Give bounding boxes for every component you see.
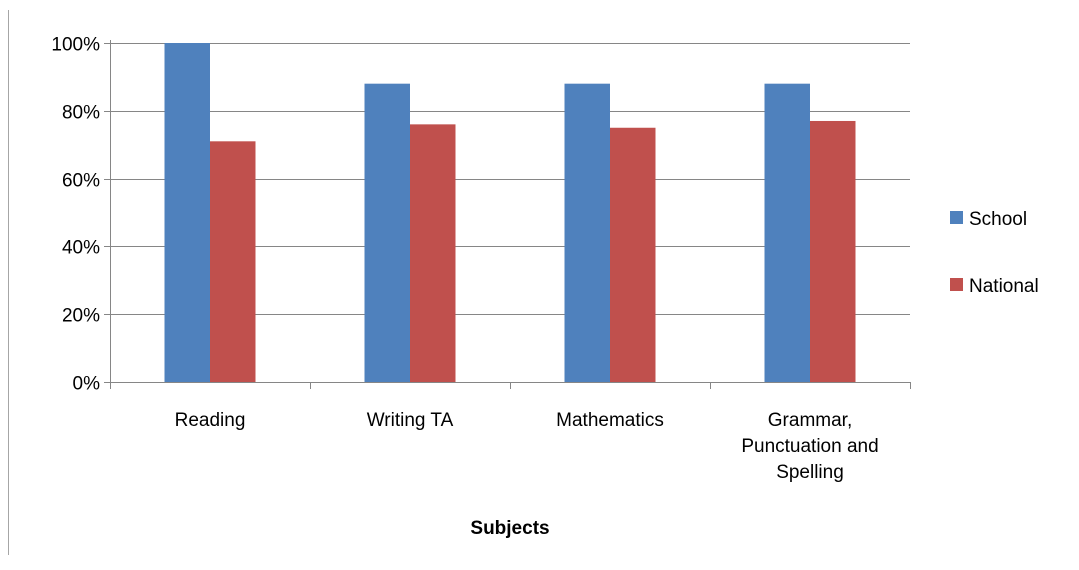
bar-school-1 xyxy=(364,83,410,383)
bar-school-0 xyxy=(164,43,210,382)
x-tick-label: Reading xyxy=(175,410,246,431)
y-tick-label: 40% xyxy=(62,238,100,259)
x-tick-label: Writing TA xyxy=(367,410,454,431)
y-tick-label: 60% xyxy=(62,171,100,192)
x-tick-label: Grammar, xyxy=(768,410,852,431)
bar-school-3 xyxy=(764,83,810,383)
bar-national-3 xyxy=(810,120,856,382)
bars xyxy=(164,43,856,383)
y-tick-label: 80% xyxy=(62,103,100,124)
bar-national-1 xyxy=(410,124,456,383)
x-tick-label: Punctuation and xyxy=(741,436,878,457)
legend: School National xyxy=(950,209,1039,297)
x-tick-label: Mathematics xyxy=(556,410,664,431)
y-tick-label: 0% xyxy=(73,374,101,395)
legend-swatch-school xyxy=(950,211,963,224)
y-tick-label: 20% xyxy=(62,306,100,327)
bar-school-2 xyxy=(564,83,610,383)
legend-label-national: National xyxy=(969,276,1039,297)
legend-swatch-national xyxy=(950,278,963,291)
bar-national-2 xyxy=(610,127,656,382)
y-tick-label: 100% xyxy=(51,35,100,56)
legend-label-school: School xyxy=(969,209,1027,230)
axes xyxy=(104,40,911,389)
bar-national-0 xyxy=(210,141,256,382)
x-axis-title: Subjects xyxy=(470,518,549,539)
x-tick-label: Spelling xyxy=(776,462,844,483)
axis-labels: 0% 20% 40% 60% 80% 100% Reading Writing TA Mathe… xyxy=(51,35,878,484)
